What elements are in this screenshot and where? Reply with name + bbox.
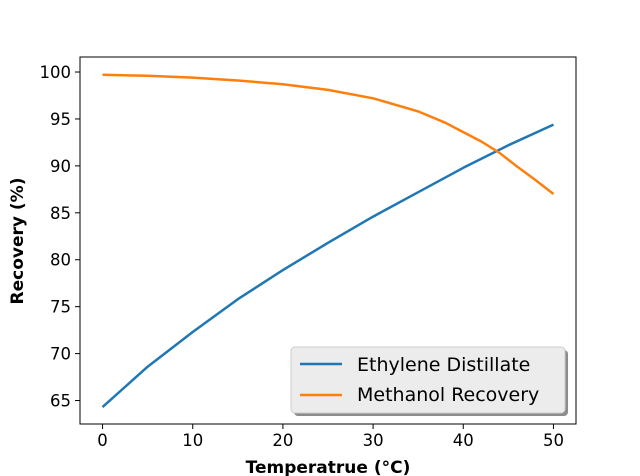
series-line-methanol-recovery bbox=[102, 73, 555, 195]
y-tick-label: 70 bbox=[50, 345, 71, 364]
x-tick-label: 40 bbox=[453, 431, 474, 450]
y-axis-label: Recovery (%) bbox=[8, 178, 28, 305]
x-tick-label: 20 bbox=[272, 431, 293, 450]
x-tick-label: 50 bbox=[543, 431, 564, 450]
legend-box bbox=[290, 346, 566, 414]
y-tick-label: 80 bbox=[50, 251, 71, 270]
x-tick-label: 30 bbox=[363, 431, 384, 450]
x-axis-label: Temperatrue (°C) bbox=[246, 458, 411, 476]
y-axis-ticks: 65 70 75 80 85 90 95 100 bbox=[40, 63, 80, 411]
x-tick-label: 0 bbox=[97, 431, 108, 450]
y-tick-label: 90 bbox=[50, 157, 71, 176]
series-lines bbox=[101, 73, 555, 409]
x-tick-label: 10 bbox=[182, 431, 203, 450]
plot-frame bbox=[79, 56, 577, 425]
x-axis-ticks: 0 10 20 30 40 50 bbox=[97, 424, 564, 450]
legend-label-methanol-recovery: Methanol Recovery bbox=[357, 384, 539, 406]
y-tick-label: 75 bbox=[50, 298, 71, 317]
legend: Ethylene Distillate Methanol Recovery bbox=[290, 346, 568, 416]
series-line-ethylene-distillate bbox=[101, 123, 555, 409]
legend-label-ethylene-distillate: Ethylene Distillate bbox=[357, 354, 530, 376]
y-tick-label: 85 bbox=[50, 204, 71, 223]
y-tick-label: 65 bbox=[50, 392, 71, 411]
y-tick-label: 100 bbox=[40, 63, 72, 82]
y-tick-label: 95 bbox=[50, 110, 71, 129]
